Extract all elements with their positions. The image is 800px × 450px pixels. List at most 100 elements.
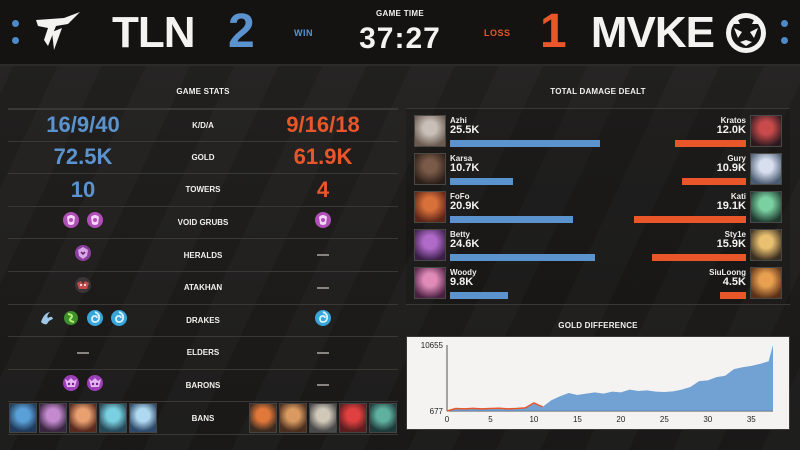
stat-row-heralds: HERALDS [8,239,398,272]
right-player-damage: 10.9K [716,162,746,174]
x-tick-label: 15 [573,415,582,424]
stat-left-value: 10 [70,176,96,202]
gold-difference-title: GOLD DIFFERENCE [558,321,638,330]
x-tick-label: 25 [660,415,669,424]
right-player-name: Gury [727,154,746,163]
stat-left-value [8,403,158,434]
stat-left-value [8,309,158,332]
stat-label: K/D/A [192,120,214,130]
stat-right-value: 9/16/18 [286,112,360,138]
stat-row-k-d-a: 16/9/40 K/D/A 9/16/18 [8,109,398,142]
left-player-portrait [414,229,446,261]
stat-row-towers: 10 TOWERS 4 [8,174,398,207]
gold-difference-svg: 0 5 10 15 20 25 30 35 677 10655 [421,341,773,424]
left-team-result: WIN [294,28,313,38]
ban-champion-10 [369,403,397,434]
ban-champion-9 [339,403,367,434]
stat-right-value [248,211,398,234]
right-player-name: Kratos [720,116,746,125]
right-player-name: SiuLoong [709,268,746,277]
game-time: 37:27 [359,22,441,55]
stat-right-value [248,309,398,332]
right-player-damage: 19.1K [716,200,746,212]
mvke-logo-icon [726,13,766,53]
damage-row: Woody 9.8K SiuLoong 4.5K [406,267,790,305]
void-grub-icon [315,212,331,229]
ban-champion-6 [249,403,277,434]
none-dash [317,351,329,354]
game-stats-title: GAME STATS [176,87,230,96]
stat-left-value [8,374,158,397]
baron-icon [87,375,103,392]
x-tick-label: 35 [747,415,756,424]
left-player-damage: 10.7K [450,162,480,174]
right-damage-bar [719,292,746,299]
ocean-drake-icon [87,309,103,326]
herald-icon [75,244,91,261]
right-player-portrait [750,191,782,223]
damage-row: Azhi 25.5K Kratos 12.0K [406,115,790,153]
stat-label: HERALDS [183,250,223,260]
ban-champion-4 [99,403,127,434]
right-team-result: LOSS [484,28,511,38]
left-player-name: Betty [450,230,471,239]
stat-row-atakhan: ATAKHAN [8,272,398,305]
damage-row: Betty 24.6K Sty1e 15.9K [406,229,790,267]
right-player-portrait [750,267,782,299]
left-player-damage: 9.8K [450,276,474,288]
baron-icon [63,375,79,392]
right-player-damage: 12.0K [716,124,746,136]
damage-table: Azhi 25.5K Kratos 12.0K Karsa 10.7K Gury 10.9K F… [406,108,790,305]
x-tick-label: 10 [529,415,538,424]
chemtech-drake-icon [64,310,78,325]
none-dash [317,286,329,289]
right-damage-bar [675,140,746,147]
ban-champion-3 [69,403,97,434]
stat-right-value: 61.9K [293,144,353,170]
left-team-score: 2 [228,5,255,58]
stat-right-value: 4 [316,176,330,202]
left-series-dots [12,20,19,44]
damage-panel: TOTAL DAMAGE DEALT Azhi 25.5K Kratos 12.0K K… [406,82,790,430]
right-series-dots [781,20,788,44]
cloud-drake-icon [41,311,53,325]
left-damage-bar [450,292,508,299]
stat-label: DRAKES [186,315,220,325]
left-player-portrait [414,153,446,185]
stat-label: ELDERS [186,348,220,358]
stat-left-value: 72.5K [53,144,113,170]
gold-area-series [447,345,773,411]
right-player-damage: 4.5K [722,276,746,288]
stat-label: BANS [191,413,215,423]
left-team-name: TLN [112,8,196,57]
stat-left-value: 16/9/40 [46,112,120,138]
stat-row-elders: ELDERS [8,337,398,370]
stat-row-drakes: DRAKES [8,305,398,338]
left-player-portrait [414,115,446,147]
x-tick-label: 0 [445,415,450,424]
ban-champion-1 [9,403,37,434]
stat-label: VOID GRUBS [177,218,229,228]
tln-logo-icon [36,12,80,50]
right-player-damage: 15.9K [716,238,746,250]
stat-label: GOLD [191,152,215,162]
ocean-drake-icon [315,309,331,326]
left-player-damage: 25.5K [450,124,480,136]
left-player-name: FoFo [450,192,470,201]
gold-early-line [446,402,543,412]
damage-row: Karsa 10.7K Gury 10.9K [406,153,790,191]
stat-label: TOWERS [185,185,221,195]
left-damage-bar [450,178,513,185]
game-stats-table: 16/9/40 K/D/A 9/16/18 72.5K GOLD 61.9K 10 TOWER… [8,108,398,435]
left-player-portrait [414,267,446,299]
left-damage-bar [450,140,600,147]
atakhan-icon [75,277,91,294]
void-grub-icon [63,212,79,229]
none-dash [317,384,329,387]
stat-row-gold: 72.5K GOLD 61.9K [8,142,398,175]
x-tick-label: 5 [488,415,493,424]
game-stats-panel: GAME STATS 16/9/40 K/D/A 9/16/18 72.5K GOLD 6… [8,82,398,435]
scoreboard-header: TLN 2 WIN GAME TIME 37:27 LOSS 1 MVKE [0,0,800,66]
left-player-damage: 24.6K [450,238,480,250]
stat-right-value [248,344,398,362]
